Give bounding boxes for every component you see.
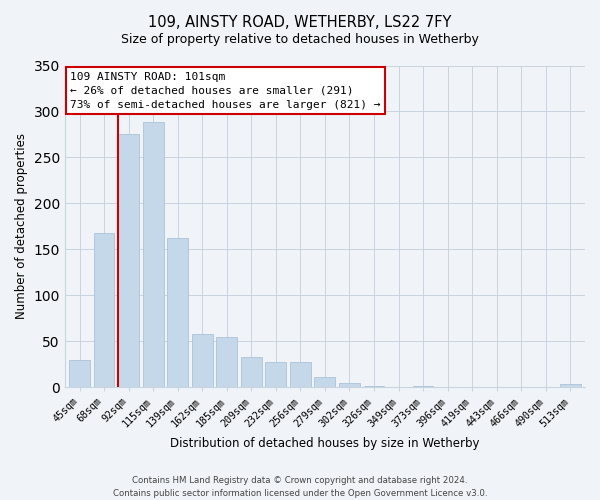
Bar: [560, 384, 581, 387]
Text: 109 AINSTY ROAD: 101sqm
← 26% of detached houses are smaller (291)
73% of semi-d: 109 AINSTY ROAD: 101sqm ← 26% of detache…: [70, 72, 380, 110]
Bar: [94, 232, 115, 387]
Y-axis label: Number of detached properties: Number of detached properties: [15, 134, 28, 320]
Bar: [241, 357, 262, 387]
Bar: [364, 386, 385, 387]
Bar: [167, 238, 188, 387]
Text: 109, AINSTY ROAD, WETHERBY, LS22 7FY: 109, AINSTY ROAD, WETHERBY, LS22 7FY: [148, 15, 452, 30]
Bar: [69, 360, 90, 387]
Text: Size of property relative to detached houses in Wetherby: Size of property relative to detached ho…: [121, 32, 479, 46]
Text: Contains HM Land Registry data © Crown copyright and database right 2024.
Contai: Contains HM Land Registry data © Crown c…: [113, 476, 487, 498]
Bar: [314, 377, 335, 387]
Bar: [143, 122, 164, 387]
Bar: [413, 386, 433, 387]
Bar: [290, 362, 311, 387]
Bar: [217, 338, 237, 387]
Bar: [192, 334, 212, 387]
X-axis label: Distribution of detached houses by size in Wetherby: Distribution of detached houses by size …: [170, 437, 479, 450]
Bar: [339, 382, 360, 387]
Bar: [118, 134, 139, 387]
Bar: [265, 362, 286, 387]
